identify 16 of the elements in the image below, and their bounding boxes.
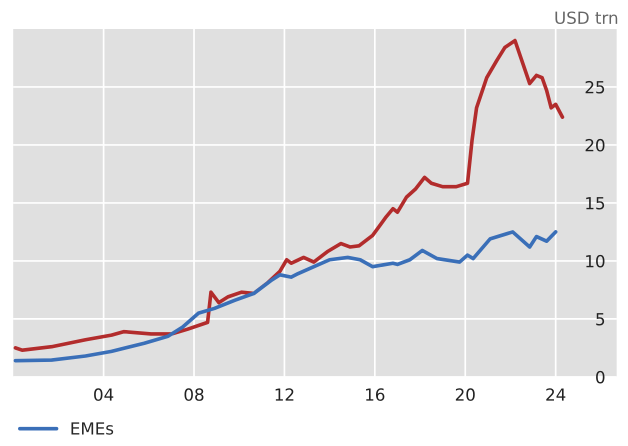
y-tick-label: 20 bbox=[586, 138, 604, 152]
line-series bbox=[14, 230, 558, 362]
x-tick-label: 16 bbox=[366, 388, 384, 401]
y-tick-label: 5 bbox=[596, 313, 604, 326]
x-tick-label: 12 bbox=[276, 388, 294, 401]
legend-label: EMEs bbox=[71, 422, 114, 435]
y-tick-label: 10 bbox=[586, 254, 604, 268]
x-tick-label: 04 bbox=[94, 388, 114, 401]
y-tick-label: 25 bbox=[586, 80, 604, 94]
x-tick-label: 24 bbox=[546, 388, 566, 401]
y-tick-label: 15 bbox=[586, 197, 604, 210]
x-tick-label: 20 bbox=[456, 388, 475, 401]
y-tick-label: 0 bbox=[596, 370, 604, 384]
y-axis-title: USD trn bbox=[555, 11, 618, 24]
x-tick-label: 08 bbox=[184, 388, 204, 401]
line-series bbox=[14, 38, 564, 352]
